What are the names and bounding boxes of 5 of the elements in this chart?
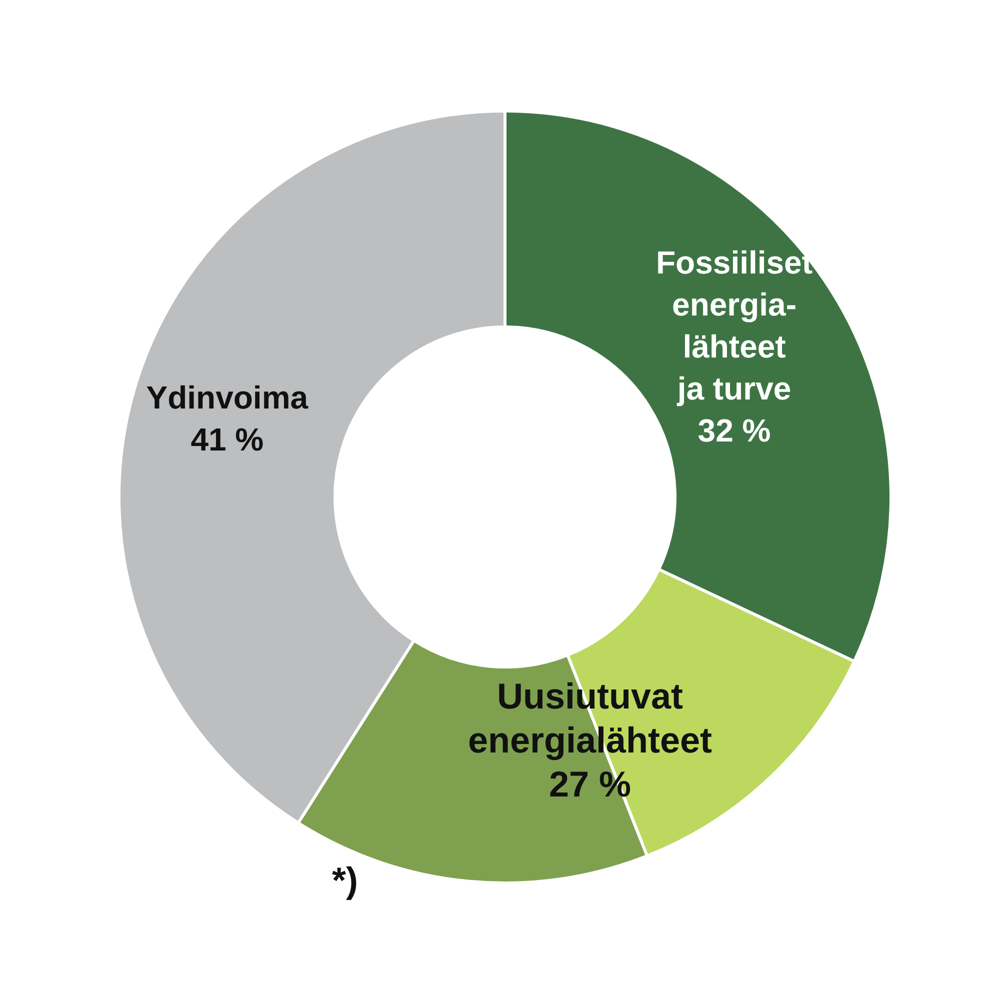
slice-label: Fossiiliset energia- lähteet ja turve	[656, 244, 813, 406]
text: *)	[332, 860, 358, 900]
slice-label: Ydinvoima	[146, 380, 308, 416]
data-label: 41 %	[190, 422, 264, 458]
data-label: 32 %	[698, 412, 771, 448]
